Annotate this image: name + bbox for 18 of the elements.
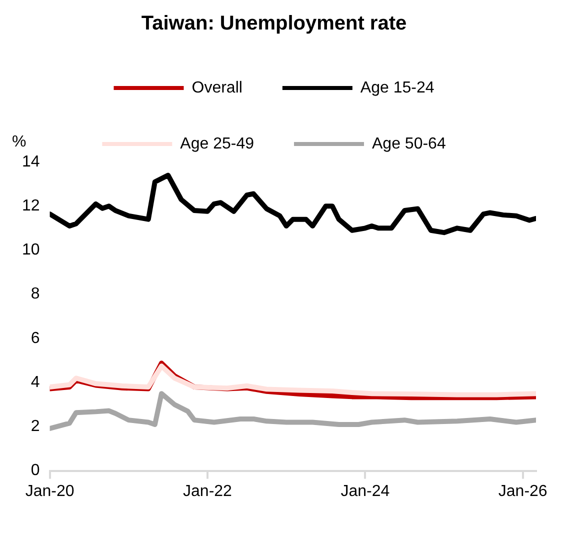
chart-title: Taiwan: Unemployment rate bbox=[141, 12, 407, 35]
y-tick-label: 10 bbox=[22, 242, 40, 259]
y-axis-title: % bbox=[12, 133, 26, 150]
x-tick-label: Jan-26 bbox=[498, 482, 548, 500]
y-tick-label: 2 bbox=[30, 418, 40, 436]
y-tick-label: 4 bbox=[30, 374, 40, 391]
legend-label: Age 25-49 bbox=[180, 135, 254, 152]
y-tick-label: 6 bbox=[30, 330, 40, 347]
x-tick-label: Jan-22 bbox=[183, 482, 232, 500]
y-tick-label: 8 bbox=[30, 286, 40, 303]
y-tick-label: 0 bbox=[30, 462, 40, 480]
legend-label: Overall bbox=[192, 79, 242, 96]
y-tick-label: 14 bbox=[22, 153, 40, 170]
x-tick-label: Jan-20 bbox=[25, 482, 74, 500]
legend-label: Age 50-64 bbox=[372, 135, 446, 152]
legend-label: Age 15-24 bbox=[360, 79, 434, 96]
y-tick-label: 12 bbox=[22, 198, 40, 215]
x-tick-label: Jan-24 bbox=[340, 482, 390, 500]
